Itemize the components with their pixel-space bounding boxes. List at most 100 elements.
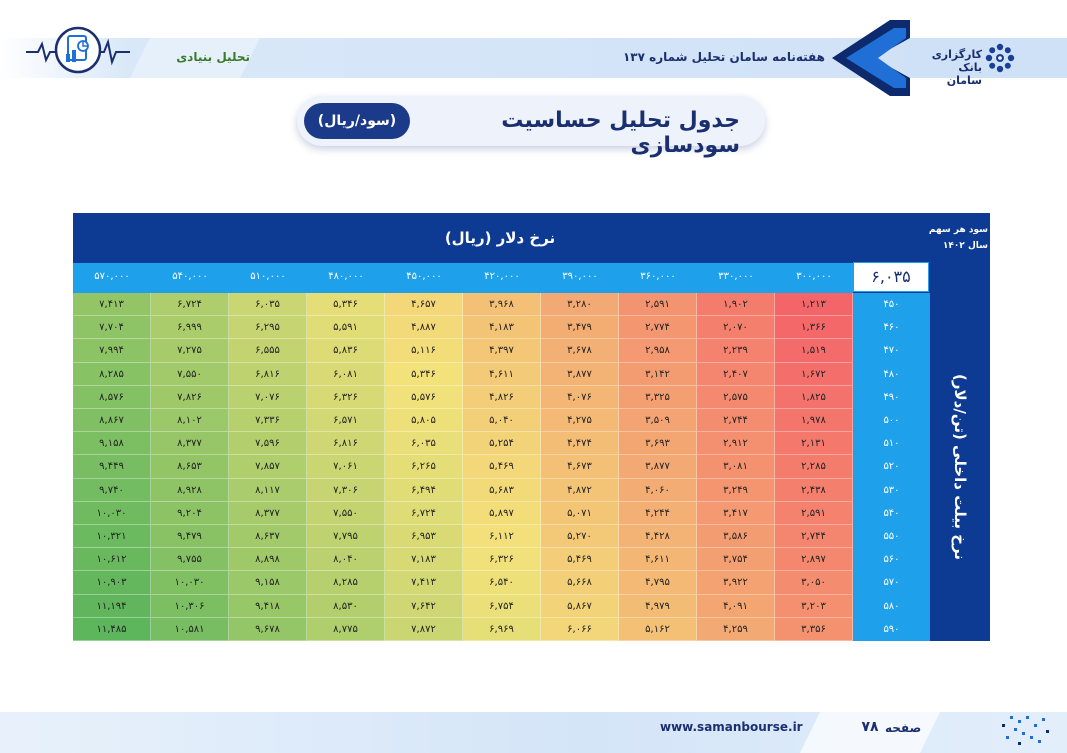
table-cell: ۴,۱۸۳: [463, 316, 541, 340]
table-cell: ۹,۴۷۹: [151, 525, 229, 549]
table-cell: ۱۰,۳۰۶: [151, 594, 229, 618]
table-cell: ۳,۳۲۵: [619, 385, 697, 409]
section-tag: تحلیل بنیادی: [176, 50, 250, 64]
table-cell: ۷,۹۹۴: [73, 339, 151, 363]
table-cell: ۲,۲۸۵: [775, 455, 853, 479]
column-header: ۴۸۰,۰۰۰: [328, 271, 364, 282]
corner-label-line-1: سود هر سهم: [928, 225, 988, 235]
table-cell: ۵,۰۴۰: [463, 409, 541, 433]
table-cell: ۲,۴۳۸: [775, 478, 853, 502]
row-axis-band: [930, 293, 990, 641]
table-cell: ۶,۸۱۶: [307, 432, 385, 456]
row-header: ۵۱۰: [883, 438, 900, 450]
column-header: ۳۳۰,۰۰۰: [718, 271, 754, 282]
table-cell: ۷,۰۶۱: [307, 455, 385, 479]
table-cell: ۲,۷۴۴: [697, 409, 775, 433]
table-cell: ۶,۴۹۴: [385, 478, 463, 502]
table-cell: ۵,۵۹۱: [307, 316, 385, 340]
table-cell: ۱,۲۱۳: [775, 293, 853, 317]
unit-badge: (سود/ریال): [304, 103, 410, 139]
table-cell: ۷,۸۵۷: [229, 455, 307, 479]
table-cell: ۴,۸۷۲: [541, 478, 619, 502]
table-cell: ۴,۶۱۱: [619, 548, 697, 572]
table-cell: ۱۱,۱۹۴: [73, 594, 151, 618]
table-cell: ۶,۰۸۱: [307, 362, 385, 386]
table-cell: ۳,۵۸۶: [697, 525, 775, 549]
column-header: ۵۱۰,۰۰۰: [250, 271, 286, 282]
table-cell: ۶,۳۲۶: [463, 548, 541, 572]
row-header: ۵۹۰: [883, 623, 900, 635]
table-cell: ۶,۷۵۴: [463, 594, 541, 618]
table-cell: ۳,۲۸۰: [541, 293, 619, 317]
row-header: ۴۷۰: [883, 345, 900, 357]
row-header: ۵۸۰: [883, 600, 900, 612]
corner-label: سود هر سهم سال ۱۴۰۲: [928, 222, 988, 254]
column-axis-label: نرخ دلار (ریال): [444, 229, 556, 247]
table-cell: ۲,۲۳۹: [697, 339, 775, 363]
row-header: ۴۸۰: [883, 368, 900, 380]
table-cell: ۲,۹۱۲: [697, 432, 775, 456]
table-cell: ۶,۸۱۶: [229, 362, 307, 386]
table-cell: ۵,۵۷۶: [385, 385, 463, 409]
table-cell: ۷,۴۱۳: [73, 293, 151, 317]
column-axis-band: [73, 213, 930, 263]
corner-cell: [930, 213, 990, 293]
table-cell: ۴,۹۷۹: [619, 594, 697, 618]
page-title: جدول تحلیل حساسیت سودسازی: [501, 108, 740, 158]
row-header: ۵۲۰: [883, 461, 900, 473]
table-cell: ۹,۷۴۰: [73, 478, 151, 502]
table-cell: ۹,۲۰۴: [151, 501, 229, 525]
table-cell: ۳,۶۹۳: [619, 432, 697, 456]
table-cell: ۸,۵۷۶: [73, 385, 151, 409]
table-cell: ۷,۱۸۳: [385, 548, 463, 572]
table-cell: ۸,۳۷۷: [229, 501, 307, 525]
table-cell: ۱,۸۲۵: [775, 385, 853, 409]
table-cell: ۶,۹۵۳: [385, 525, 463, 549]
table-cell: ۶,۳۲۶: [307, 385, 385, 409]
issue-title: هفته‌نامه سامان تحلیل شماره ۱۳۷: [622, 50, 825, 64]
table-cell: ۷,۵۹۶: [229, 432, 307, 456]
table-cell: ۳,۶۷۸: [541, 339, 619, 363]
table-cell: ۲,۹۵۸: [619, 339, 697, 363]
website-link[interactable]: www.samanbourse.ir: [660, 720, 803, 734]
table-cell: ۹,۱۵۸: [229, 571, 307, 595]
page-label: صفحه: [885, 721, 922, 735]
row-axis-label: نرخ بیلت داخلی (تن/دلار): [951, 374, 969, 560]
chart-report-icon: [26, 26, 130, 74]
table-cell: ۳,۹۲۲: [697, 571, 775, 595]
table-cell: ۷,۲۷۵: [151, 339, 229, 363]
table-cell: ۵,۸۰۵: [385, 409, 463, 433]
table-cell: ۹,۴۴۹: [73, 455, 151, 479]
row-header: ۵۳۰: [883, 484, 900, 496]
column-header: ۴۲۰,۰۰۰: [484, 271, 520, 282]
table-cell: ۸,۹۲۸: [151, 478, 229, 502]
table-cell: ۳,۳۵۶: [775, 617, 853, 641]
table-cell: ۶,۹۹۹: [151, 316, 229, 340]
table-cell: ۲,۸۹۷: [775, 548, 853, 572]
saman-logo-icon: [985, 43, 1015, 73]
table-cell: ۴,۴۲۸: [619, 525, 697, 549]
table-cell: ۸,۱۱۷: [229, 478, 307, 502]
table-cell: ۳,۸۷۷: [541, 362, 619, 386]
table-cell: ۳,۰۸۱: [697, 455, 775, 479]
table-cell: ۱,۹۷۸: [775, 409, 853, 433]
table-cell: ۸,۳۷۷: [151, 432, 229, 456]
table-cell: ۳,۸۷۷: [619, 455, 697, 479]
table-cell: ۱۰,۶۱۲: [73, 548, 151, 572]
table-cell: ۲,۵۷۵: [697, 385, 775, 409]
row-header: ۵۰۰: [883, 415, 900, 426]
table-cell: ۷,۰۷۶: [229, 385, 307, 409]
table-cell: ۵,۴۶۹: [463, 455, 541, 479]
table-cell: ۵,۸۶۷: [541, 594, 619, 618]
table-cell: ۱,۶۷۲: [775, 362, 853, 386]
table-cell: ۶,۵۴۰: [463, 571, 541, 595]
table-cell: ۷,۴۱۳: [385, 571, 463, 595]
column-header: ۳۰۰,۰۰۰: [796, 271, 832, 282]
table-cell: ۵,۰۷۱: [541, 501, 619, 525]
column-header-row: [73, 263, 853, 293]
table-cell: ۸,۵۳۰: [307, 594, 385, 618]
table-cell: ۲,۵۹۱: [619, 293, 697, 317]
column-header: ۵۷۰,۰۰۰: [94, 271, 130, 282]
table-cell: ۶,۱۱۲: [463, 525, 541, 549]
table-cell: ۶,۰۶۶: [541, 617, 619, 641]
